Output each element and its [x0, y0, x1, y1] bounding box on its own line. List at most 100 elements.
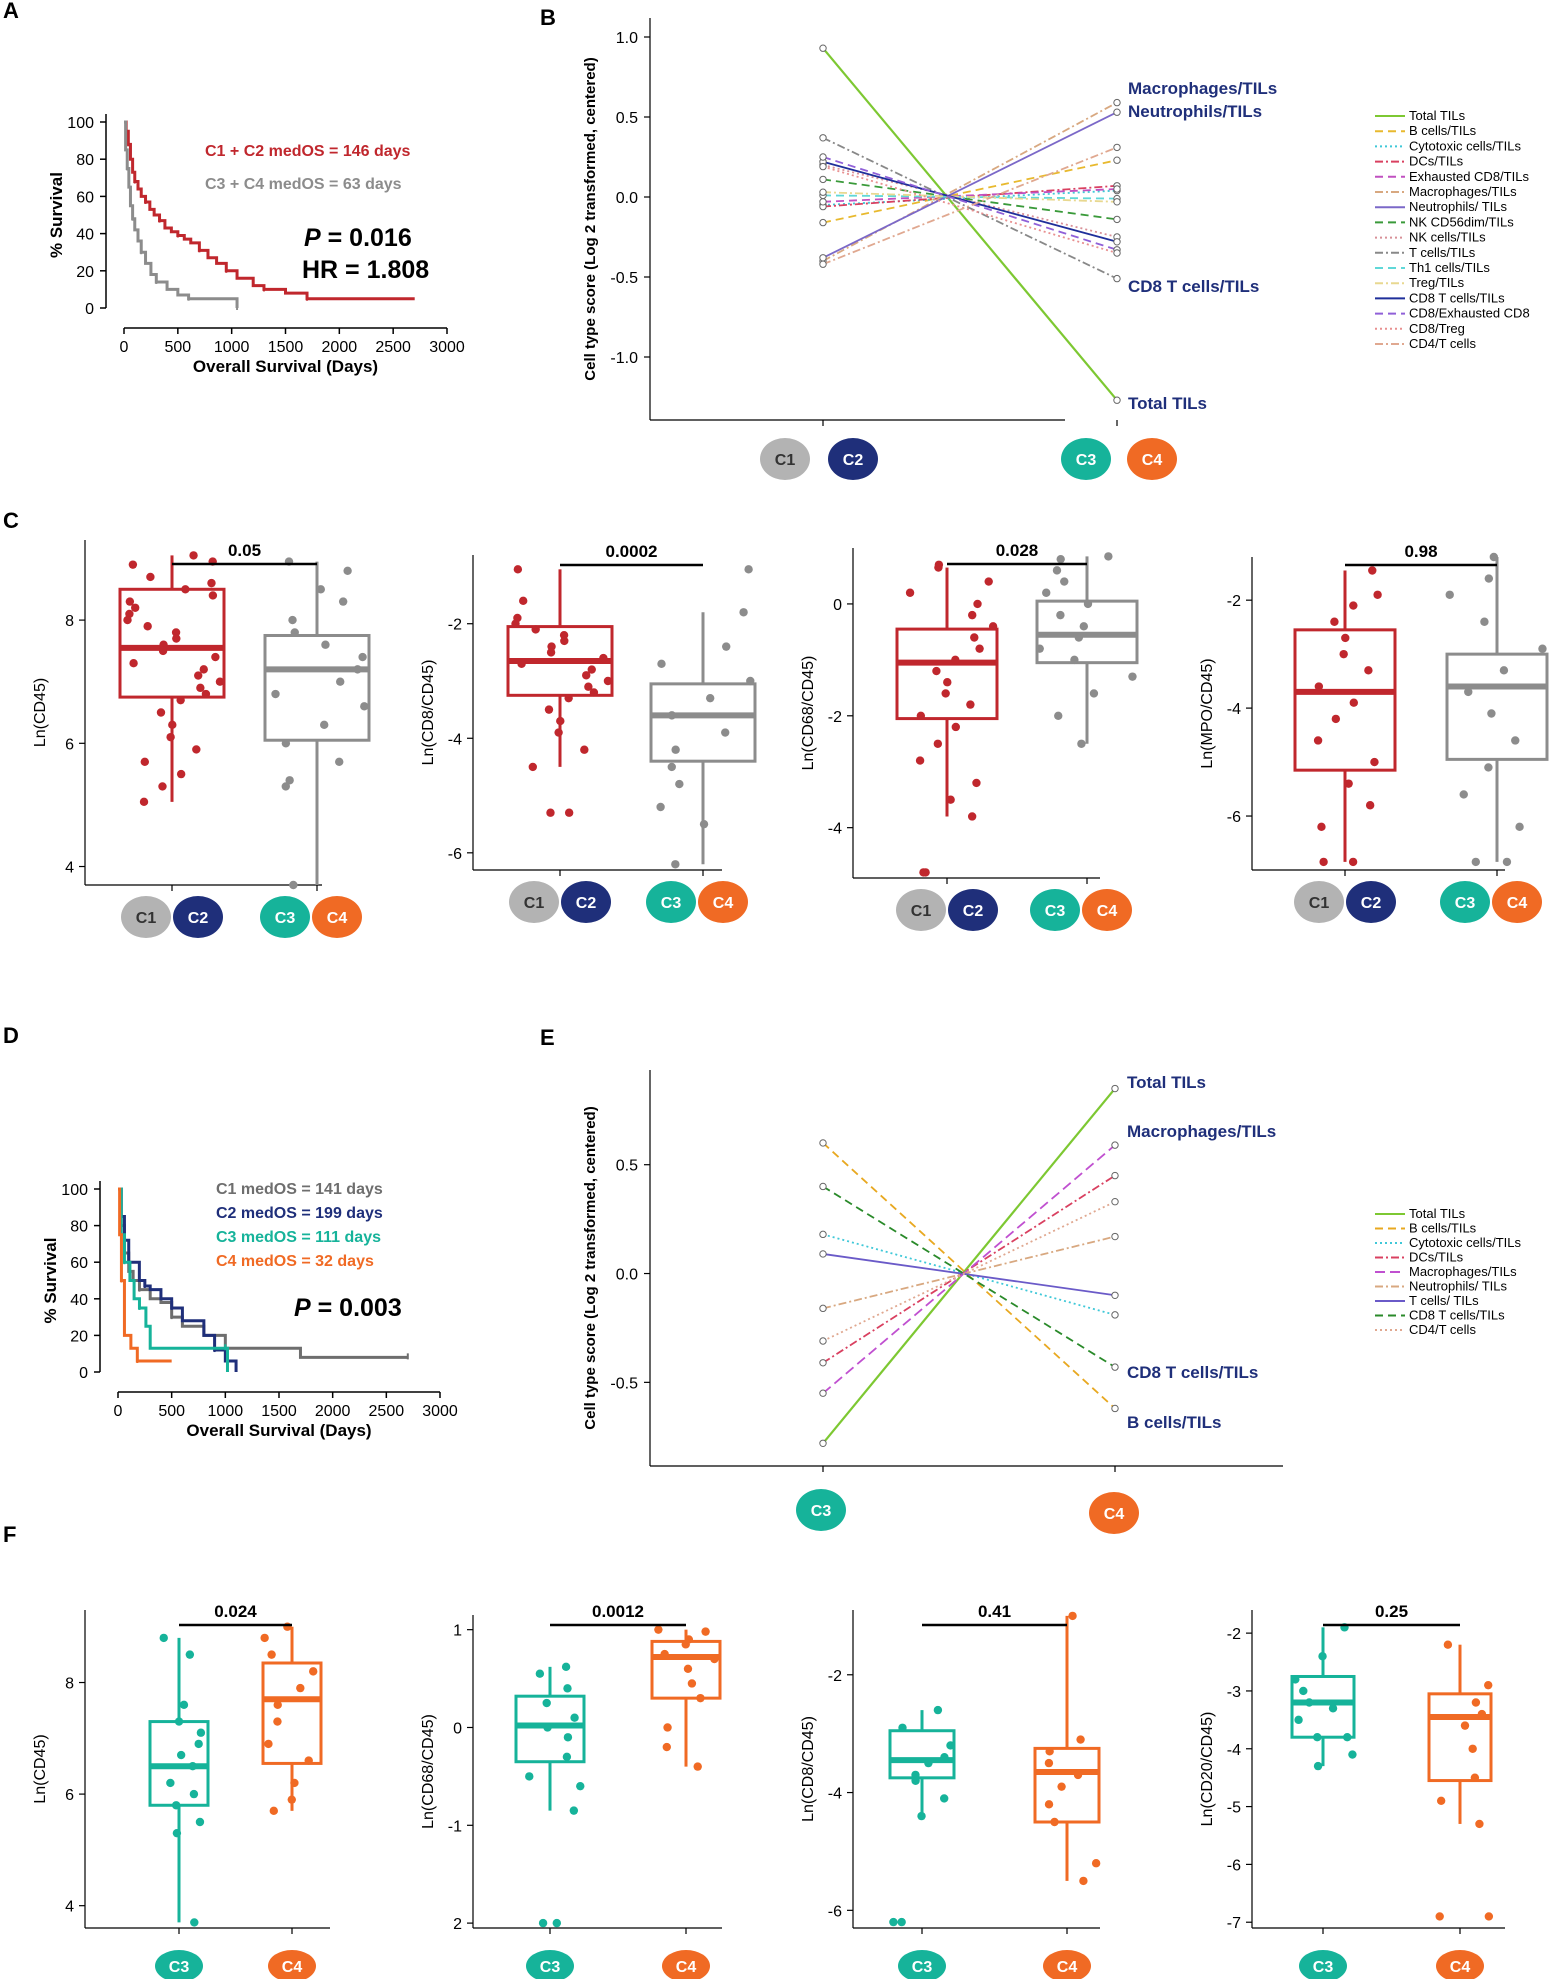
x-tick-label: 3000: [422, 1403, 458, 1420]
data-point: [517, 659, 526, 669]
data-point: [159, 1633, 168, 1643]
data-point: [143, 622, 152, 631]
series-annotation: B cells/TILs: [1127, 1413, 1221, 1432]
group-badge-shape: [1089, 1492, 1139, 1534]
y-tick-label: 8: [65, 613, 74, 630]
data-point: [667, 711, 677, 720]
group-badge-text: C3: [169, 1959, 190, 1976]
data-point: [584, 682, 593, 691]
data-point: [1365, 801, 1375, 810]
data-point: [1104, 552, 1113, 561]
group-badge-text: C2: [576, 895, 597, 912]
data-point: [972, 778, 981, 788]
series-point: [1111, 1291, 1119, 1299]
data-point: [1079, 1876, 1088, 1886]
data-point: [287, 1795, 296, 1804]
data-point: [304, 1756, 313, 1765]
data-point: [1349, 698, 1359, 707]
data-point: [1073, 1770, 1083, 1780]
group-badge-shape: [896, 889, 946, 931]
data-point: [531, 625, 540, 634]
series-point: [1111, 1404, 1119, 1413]
series-point: [819, 1250, 827, 1258]
legend-entry: CD4/T cells: [1409, 1322, 1476, 1337]
data-point: [564, 808, 574, 817]
data-point: [560, 636, 569, 646]
series-point: [819, 1389, 827, 1397]
x-tick-label: 1500: [268, 339, 304, 356]
y-tick-label: 20: [76, 264, 94, 281]
group-badge-C1: C1: [760, 438, 810, 480]
data-point: [946, 1741, 955, 1750]
x-tick-label: 500: [158, 1403, 185, 1420]
data-point: [1313, 1761, 1323, 1771]
group-badge-shape: [948, 889, 998, 931]
data-point: [1083, 599, 1093, 609]
data-point: [1464, 687, 1473, 697]
data-point: [570, 1713, 579, 1722]
data-point: [166, 732, 175, 742]
data-point: [281, 739, 291, 748]
group-badge-text: C4: [713, 895, 734, 912]
data-point: [1331, 714, 1341, 724]
y-axis-label: Cell type score (Log 2 transformed, cent…: [582, 57, 599, 380]
series-point: [1113, 238, 1121, 246]
hazard-ratio: HR = 1.808: [302, 256, 429, 284]
data-point: [1042, 588, 1051, 597]
data-point: [1305, 1698, 1314, 1707]
group-badge-text: C3: [540, 1959, 561, 1976]
legend-entry: T cells/TILs: [1409, 245, 1476, 260]
data-point: [552, 1918, 562, 1928]
data-point: [185, 1650, 195, 1659]
y-tick-label: 6: [65, 736, 74, 753]
group-badge-text: C3: [1045, 903, 1066, 920]
group-badge-C2: C2: [1346, 881, 1396, 923]
data-point: [360, 702, 369, 711]
data-point: [1484, 1912, 1494, 1921]
boxplot-C-4: -6 -4 -2 Ln(MPO/CD45) 0.98 C1 C2 C3 C4: [1199, 542, 1549, 923]
data-point: [656, 802, 665, 812]
group-badge-C2: C2: [173, 896, 223, 938]
box-iqr: [263, 633, 371, 742]
box-iqr: [1427, 1692, 1493, 1783]
data-point: [1538, 644, 1547, 653]
data-point: [1317, 822, 1326, 832]
data-point: [1475, 1819, 1484, 1829]
data-point: [1364, 666, 1373, 675]
data-point: [984, 577, 993, 586]
data-point: [1056, 554, 1065, 564]
y-tick-label: 2: [453, 1916, 462, 1933]
group-badge-C3: C3: [260, 896, 310, 938]
group-badge-C3: C3: [1440, 881, 1490, 923]
series-point: [1113, 156, 1121, 164]
group-badge-shape: [1346, 881, 1396, 923]
group-badge-shape: [173, 896, 223, 938]
data-point: [1074, 633, 1084, 642]
legend-entry: Macrophages/TILs: [1409, 1264, 1517, 1279]
y-tick-label: -6: [828, 1903, 842, 1920]
data-point: [336, 677, 345, 686]
data-point: [129, 659, 138, 668]
group-badge-C2: C2: [948, 889, 998, 931]
box-iqr: [514, 1694, 586, 1764]
data-point: [587, 665, 596, 674]
data-point: [171, 1801, 181, 1810]
y-tick-label: 0.0: [616, 1267, 638, 1284]
y-axis-label: Ln(CD45): [32, 678, 49, 747]
panel-label-F: F: [3, 1522, 16, 1547]
data-point: [933, 739, 943, 748]
group-badge-text: C2: [843, 452, 864, 469]
data-point: [1484, 1680, 1493, 1690]
group-badge-text: C1: [524, 895, 545, 912]
series-annotation: CD8 T cells/TILs: [1127, 1363, 1258, 1382]
data-point: [911, 1776, 920, 1785]
series-line: [822, 1185, 1116, 1368]
data-point: [973, 599, 982, 609]
x-tick-label: 3000: [429, 339, 465, 356]
data-point: [916, 711, 926, 720]
y-tick-label: 0: [85, 301, 94, 318]
series-line: [822, 136, 1118, 280]
series-line: [822, 1087, 1116, 1444]
data-point: [1435, 1912, 1444, 1921]
group-badge-shape: [1030, 889, 1080, 931]
